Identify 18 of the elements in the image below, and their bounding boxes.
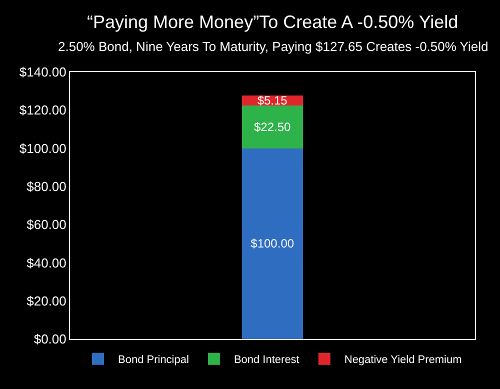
data-label: $5.15 (257, 93, 288, 108)
y-tick-label: $20.00 (26, 293, 66, 308)
bar (242, 105, 303, 148)
legend-label: Bond Interest (234, 354, 300, 366)
y-tick-label: $80.00 (26, 178, 66, 194)
legend-label: Negative Yield Premium (344, 354, 462, 366)
data-label: $22.50 (254, 120, 292, 134)
legend-label: Bond Principal (118, 354, 189, 366)
y-tick-label: $100.00 (19, 140, 66, 156)
y-tick-label: $60.00 (26, 217, 66, 232)
y-tick-label: $120.00 (19, 102, 66, 118)
bar (242, 148, 303, 339)
data-label: $100.00 (250, 236, 294, 251)
y-tick-label: $40.00 (26, 255, 66, 270)
y-tick-label: $0.00 (34, 332, 66, 347)
chart-title: “Paying More Money”To Create A -0.50% Yield (87, 12, 458, 32)
y-tick-label: $140.00 (19, 64, 66, 80)
chart-subtitle: 2.50% Bond, Nine Years To Maturity, Paying $127.65 Creates -0.50% Yield (58, 39, 488, 54)
